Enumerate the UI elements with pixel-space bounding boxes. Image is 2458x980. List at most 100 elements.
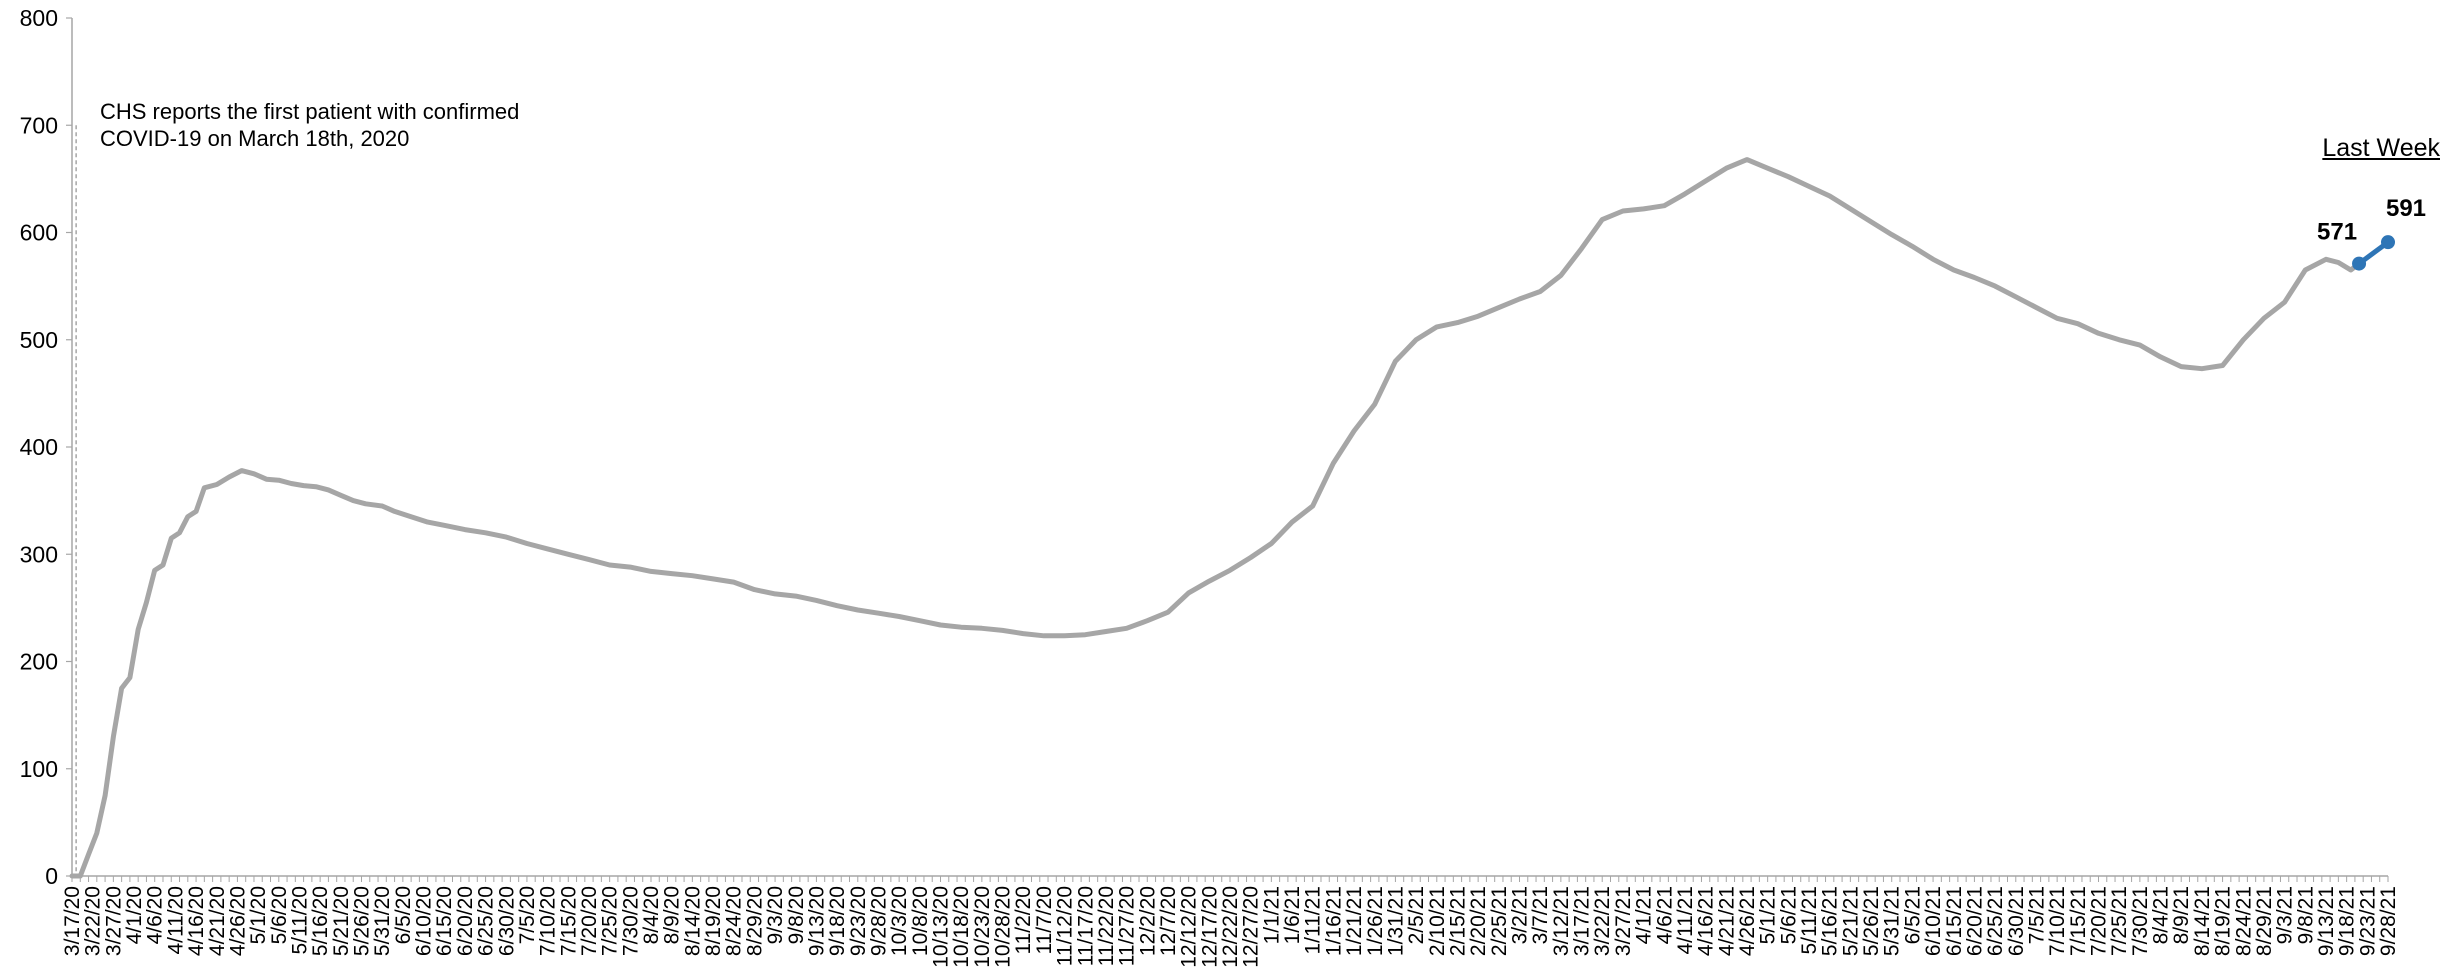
y-tick-label: 300 bbox=[20, 541, 58, 567]
x-tick-label: 8/4/20 bbox=[640, 886, 663, 944]
x-tick-label: 5/21/21 bbox=[1839, 886, 1862, 956]
x-tick-label: 7/15/20 bbox=[557, 886, 580, 956]
x-tick-label: 3/22/20 bbox=[82, 886, 105, 956]
x-tick-label: 7/5/20 bbox=[516, 886, 539, 944]
x-tick-label: 4/11/21 bbox=[1674, 886, 1697, 955]
x-tick-label: 8/29/21 bbox=[2253, 886, 2276, 956]
x-tick-label: 2/20/21 bbox=[1467, 886, 1490, 956]
x-tick-label: 4/21/20 bbox=[206, 886, 229, 956]
x-tick-label: 8/9/20 bbox=[661, 886, 684, 944]
x-tick-label: 11/17/20 bbox=[1074, 886, 1097, 966]
x-tick-label: 6/20/20 bbox=[454, 886, 477, 956]
x-tick-label: 4/1/21 bbox=[1633, 886, 1656, 944]
x-tick-label: 1/6/21 bbox=[1281, 886, 1304, 944]
x-tick-label: 7/15/21 bbox=[2067, 886, 2090, 956]
x-tick-label: 8/24/20 bbox=[723, 886, 746, 956]
x-tick-label: 7/25/20 bbox=[599, 886, 622, 956]
annotation-note: CHS reports the first patient with confi… bbox=[100, 98, 620, 152]
x-tick-label: 9/8/21 bbox=[2294, 886, 2317, 944]
x-tick-label: 12/12/20 bbox=[1178, 886, 1201, 968]
x-tick-label: 7/5/21 bbox=[2025, 886, 2048, 944]
x-tick-label: 6/20/21 bbox=[1963, 886, 1986, 956]
x-tick-label: 9/3/21 bbox=[2274, 886, 2297, 944]
x-tick-label: 5/1/20 bbox=[247, 886, 270, 944]
x-tick-label: 4/11/20 bbox=[164, 886, 187, 955]
x-tick-label: 7/20/21 bbox=[2088, 886, 2111, 956]
x-tick-label: 11/2/20 bbox=[1012, 886, 1035, 955]
x-tick-label: 8/29/20 bbox=[743, 886, 766, 956]
x-tick-label: 4/26/20 bbox=[226, 886, 249, 956]
x-tick-label: 12/22/20 bbox=[1219, 886, 1242, 968]
x-tick-label: 11/22/20 bbox=[1095, 886, 1118, 966]
x-tick-label: 10/13/20 bbox=[930, 886, 953, 968]
x-tick-label: 10/3/20 bbox=[888, 886, 911, 956]
x-tick-label: 7/30/21 bbox=[2129, 886, 2152, 956]
x-tick-label: 2/5/21 bbox=[1405, 886, 1428, 944]
last-week-data-label: 591 bbox=[2386, 195, 2426, 222]
x-tick-label: 1/11/21 bbox=[1302, 886, 1325, 955]
x-tick-label: 5/31/20 bbox=[371, 886, 394, 956]
x-tick-label: 5/1/21 bbox=[1757, 886, 1780, 944]
x-tick-label: 4/21/21 bbox=[1715, 886, 1738, 956]
y-tick-label: 600 bbox=[20, 220, 58, 246]
x-tick-label: 3/12/21 bbox=[1550, 886, 1573, 956]
x-tick-label: 3/17/21 bbox=[1571, 886, 1594, 956]
x-tick-label: 8/4/21 bbox=[2150, 886, 2173, 944]
x-tick-label: 8/9/21 bbox=[2170, 886, 2193, 944]
y-tick-label: 200 bbox=[20, 649, 58, 675]
series-line-daily bbox=[69, 157, 2362, 879]
x-tick-label: 3/22/21 bbox=[1591, 886, 1614, 956]
x-tick-label: 11/12/20 bbox=[1054, 886, 1077, 966]
x-tick-label: 5/31/21 bbox=[1881, 886, 1904, 956]
x-tick-label: 5/26/21 bbox=[1860, 886, 1883, 956]
x-tick-label: 12/27/20 bbox=[1240, 886, 1263, 968]
x-tick-label: 5/11/20 bbox=[288, 886, 311, 955]
y-tick-label: 0 bbox=[45, 863, 58, 889]
x-tick-label: 2/15/21 bbox=[1446, 886, 1469, 956]
last-week-data-label: 571 bbox=[2317, 219, 2357, 246]
x-tick-label: 8/14/21 bbox=[2191, 886, 2214, 956]
last-week-label: Last Week bbox=[2322, 134, 2440, 162]
x-tick-label: 9/3/20 bbox=[764, 886, 787, 944]
series-layer: 571 591 bbox=[69, 157, 2426, 879]
annotation-line-2: COVID-19 on March 18th, 2020 bbox=[100, 126, 410, 151]
x-tick-label: 11/7/20 bbox=[1033, 886, 1056, 955]
x-tick-label: 11/27/20 bbox=[1116, 886, 1139, 966]
x-tick-label: 9/18/21 bbox=[2336, 886, 2359, 956]
x-tick-label: 10/8/20 bbox=[909, 886, 932, 956]
x-tick-label: 3/27/21 bbox=[1612, 886, 1635, 956]
x-tick-label: 4/6/21 bbox=[1653, 886, 1676, 944]
x-tick-label: 5/16/20 bbox=[309, 886, 332, 956]
annotation-line-1: CHS reports the first patient with confi… bbox=[100, 99, 520, 124]
x-tick-label: 9/23/20 bbox=[847, 886, 870, 956]
x-tick-label: 7/20/20 bbox=[578, 886, 601, 956]
x-tick-label: 6/5/20 bbox=[392, 886, 415, 944]
y-tick-label: 100 bbox=[20, 756, 58, 782]
x-tick-label: 8/19/21 bbox=[2212, 886, 2235, 956]
x-tick-label: 6/15/21 bbox=[1943, 886, 1966, 956]
x-tick-label: 5/26/20 bbox=[351, 886, 374, 956]
x-tick-label: 6/30/20 bbox=[495, 886, 518, 956]
x-tick-label: 1/16/21 bbox=[1322, 886, 1345, 956]
x-tick-label: 9/28/20 bbox=[867, 886, 890, 956]
y-axis-ticks: 0 100 200 300 400 500 600 700 800 bbox=[20, 5, 72, 889]
x-tick-label: 6/5/21 bbox=[1901, 886, 1924, 944]
x-tick-label: 1/26/21 bbox=[1364, 886, 1387, 956]
x-tick-label: 7/10/20 bbox=[537, 886, 560, 956]
x-tick-label: 7/25/21 bbox=[2108, 886, 2131, 956]
x-tick-label: 2/10/21 bbox=[1426, 886, 1449, 956]
x-tick-label: 4/16/20 bbox=[185, 886, 208, 956]
x-tick-label: 8/14/20 bbox=[681, 886, 704, 956]
x-tick-label: 6/10/20 bbox=[413, 886, 436, 956]
x-tick-label: 5/6/20 bbox=[268, 886, 291, 944]
x-tick-label: 3/7/21 bbox=[1529, 886, 1552, 944]
x-tick-label: 9/23/21 bbox=[2356, 886, 2379, 956]
y-tick-label: 800 bbox=[20, 5, 58, 31]
x-tick-label: 10/23/20 bbox=[971, 886, 994, 968]
x-tick-label: 12/7/20 bbox=[1157, 886, 1180, 956]
x-tick-label: 6/10/21 bbox=[1922, 886, 1945, 956]
y-tick-label: 700 bbox=[20, 112, 58, 138]
last-week-point bbox=[2381, 235, 2395, 250]
x-tick-label: 4/16/21 bbox=[1695, 886, 1718, 956]
